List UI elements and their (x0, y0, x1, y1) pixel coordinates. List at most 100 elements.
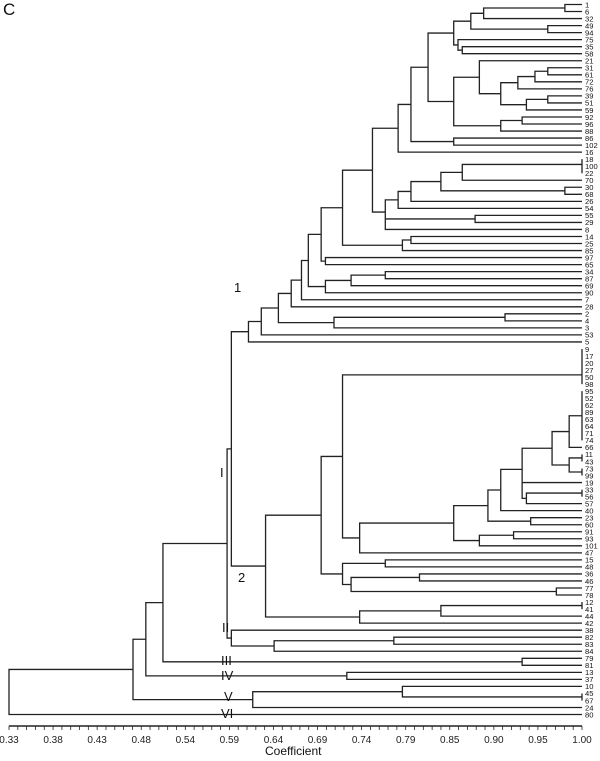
x-tick-label: 0.74 (352, 735, 372, 746)
cluster-label-I: I (220, 465, 224, 480)
leaf-label: 56 (585, 492, 593, 501)
leaf-label: 72 (585, 78, 593, 87)
leaf-label: 69 (585, 282, 593, 291)
dendrogram-path (8, 3, 583, 716)
leaf-label: 65 (585, 260, 593, 269)
leaf-label: 73 (585, 464, 593, 473)
leaf-label: 16 (585, 148, 593, 157)
leaf-label: 87 (585, 274, 593, 283)
leaf-label: 35 (585, 42, 593, 51)
leaf-label: 55 (585, 211, 593, 220)
leaf-label: 93 (585, 535, 593, 544)
cluster-label-IV: IV (221, 668, 234, 683)
leaf-label: 61 (585, 71, 593, 80)
leaf-label: 91 (585, 528, 593, 537)
leaf-label: 34 (585, 267, 593, 276)
leaf-label: 17 (585, 352, 593, 361)
leaf-label: 30 (585, 183, 593, 192)
leaf-label: 44 (585, 612, 593, 621)
leaf-label: 53 (585, 331, 593, 340)
x-tick-label: 0.69 (308, 735, 328, 746)
leaf-label: 11 (585, 450, 593, 459)
leaf-label: 74 (585, 436, 593, 445)
leaf-label: 101 (585, 542, 598, 551)
leaf-label: 39 (585, 92, 593, 101)
leaf-label: 42 (585, 619, 593, 628)
x-tick-label: 0.64 (264, 735, 284, 746)
leaf-label: 58 (585, 50, 593, 59)
leaf-label: 88 (585, 127, 593, 136)
leaf-label: 82 (585, 633, 593, 642)
leaf-label: 97 (585, 253, 593, 262)
leaf-label: 54 (585, 204, 593, 213)
x-tick-label: 0.85 (440, 735, 460, 746)
leaf-label: 2 (585, 310, 589, 319)
leaf-label: 63 (585, 415, 593, 424)
leaf-label: 3 (585, 324, 589, 333)
leaf-label: 15 (585, 556, 593, 565)
leaf-label: 84 (585, 647, 593, 656)
x-tick-label: 0.79 (396, 735, 416, 746)
leaf-label: 36 (585, 570, 593, 579)
leaf-label: 28 (585, 303, 593, 312)
leaf-label: 45 (585, 689, 593, 698)
leaf-label: 7 (585, 296, 589, 305)
x-tick-label: 0.95 (528, 735, 548, 746)
leaf-label: 80 (585, 710, 593, 719)
leaf-label: 77 (585, 584, 593, 593)
leaf-label: 96 (585, 120, 593, 129)
x-tick-label: 0.48 (131, 735, 151, 746)
x-tick-label: 0.38 (43, 735, 63, 746)
leaf-label: 9 (585, 345, 589, 354)
leaf-label: 79 (585, 654, 593, 663)
x-tick-label: 0.59 (220, 735, 240, 746)
leaf-label: 29 (585, 218, 593, 227)
leaf-label: 46 (585, 577, 593, 586)
leaf-label: 13 (585, 668, 593, 677)
leaf-label: 90 (585, 289, 593, 298)
x-tick-label: 0.33 (0, 735, 19, 746)
leaf-label: 99 (585, 471, 593, 480)
leaf-label: 4 (585, 317, 589, 326)
leaf-label: 76 (585, 85, 593, 94)
leaf-label: 71 (585, 429, 593, 438)
leaf-label: 41 (585, 605, 593, 614)
leaf-label: 10 (585, 682, 593, 691)
leaf-label: 86 (585, 134, 593, 143)
leaf-label: 26 (585, 197, 593, 206)
leaf-label: 92 (585, 113, 593, 122)
leaf-label: 70 (585, 176, 593, 185)
leaf-label: 19 (585, 478, 593, 487)
leaf-label: 25 (585, 239, 593, 248)
leaf-label: 60 (585, 521, 593, 530)
leaf-label: 37 (585, 675, 593, 684)
leaf-label: 75 (585, 35, 593, 44)
leaf-label: 31 (585, 64, 593, 73)
cluster-labels: 1 2 I II III IV V VI (220, 280, 245, 721)
leaf-label: 52 (585, 394, 593, 403)
panel-letter: C (3, 0, 16, 19)
leaf-label: 68 (585, 190, 593, 199)
x-tick-label: 0.43 (87, 735, 107, 746)
leaf-label: 40 (585, 506, 593, 515)
leaf-label: 23 (585, 513, 593, 522)
leaf-label: 5 (585, 338, 589, 347)
cluster-label-2: 2 (238, 570, 245, 585)
cluster-label-V: V (224, 689, 233, 704)
dendrogram-branches (8, 3, 583, 716)
cluster-label-VI: VI (221, 706, 233, 721)
leaf-label: 6 (585, 7, 589, 16)
leaf-label: 67 (585, 696, 593, 705)
cluster-label-1: 1 (234, 280, 241, 295)
leaf-label: 102 (585, 141, 598, 150)
leaf-label: 1 (585, 0, 589, 9)
leaf-label: 50 (585, 373, 593, 382)
x-axis-title: Coefficient (265, 744, 322, 758)
leaf-label: 27 (585, 366, 593, 375)
leaf-label: 94 (585, 28, 593, 37)
x-tick-label: 1.00 (572, 735, 592, 746)
leaf-label: 32 (585, 14, 593, 23)
leaf-label: 18 (585, 155, 593, 164)
leaf-label: 20 (585, 359, 593, 368)
